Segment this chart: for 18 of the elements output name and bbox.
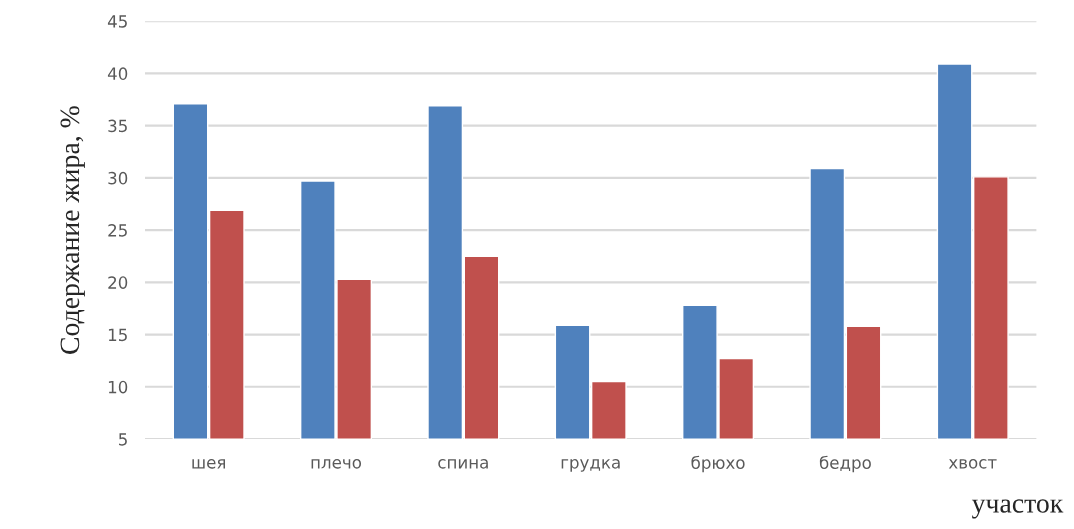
y-tick-label: 30 bbox=[108, 171, 128, 185]
y-tick-label: 10 bbox=[108, 380, 128, 394]
y-tick-label: 35 bbox=[108, 119, 127, 133]
y-tick-label: 25 bbox=[108, 224, 127, 237]
x-tick-label: бедро bbox=[819, 455, 871, 473]
x-tick-label: хвост bbox=[948, 459, 997, 469]
y-tick-label: 45 bbox=[107, 15, 127, 28]
x-tick-label: спина bbox=[438, 459, 488, 469]
x-tick-label: грудка bbox=[561, 459, 620, 472]
x-tick-label: плечо bbox=[311, 459, 362, 469]
y-tick-label: 40 bbox=[107, 67, 128, 80]
y-tick-label: 20 bbox=[108, 276, 128, 289]
x-tick-label: шея bbox=[192, 459, 226, 469]
x-axis-title: участок bbox=[971, 499, 1064, 519]
y-tick-label: 15 bbox=[108, 328, 127, 342]
y-tick-label: 5 bbox=[119, 433, 127, 446]
y-axis-title: Содержание жира, % bbox=[60, 106, 85, 354]
x-tick-label: брюхо bbox=[691, 455, 745, 473]
